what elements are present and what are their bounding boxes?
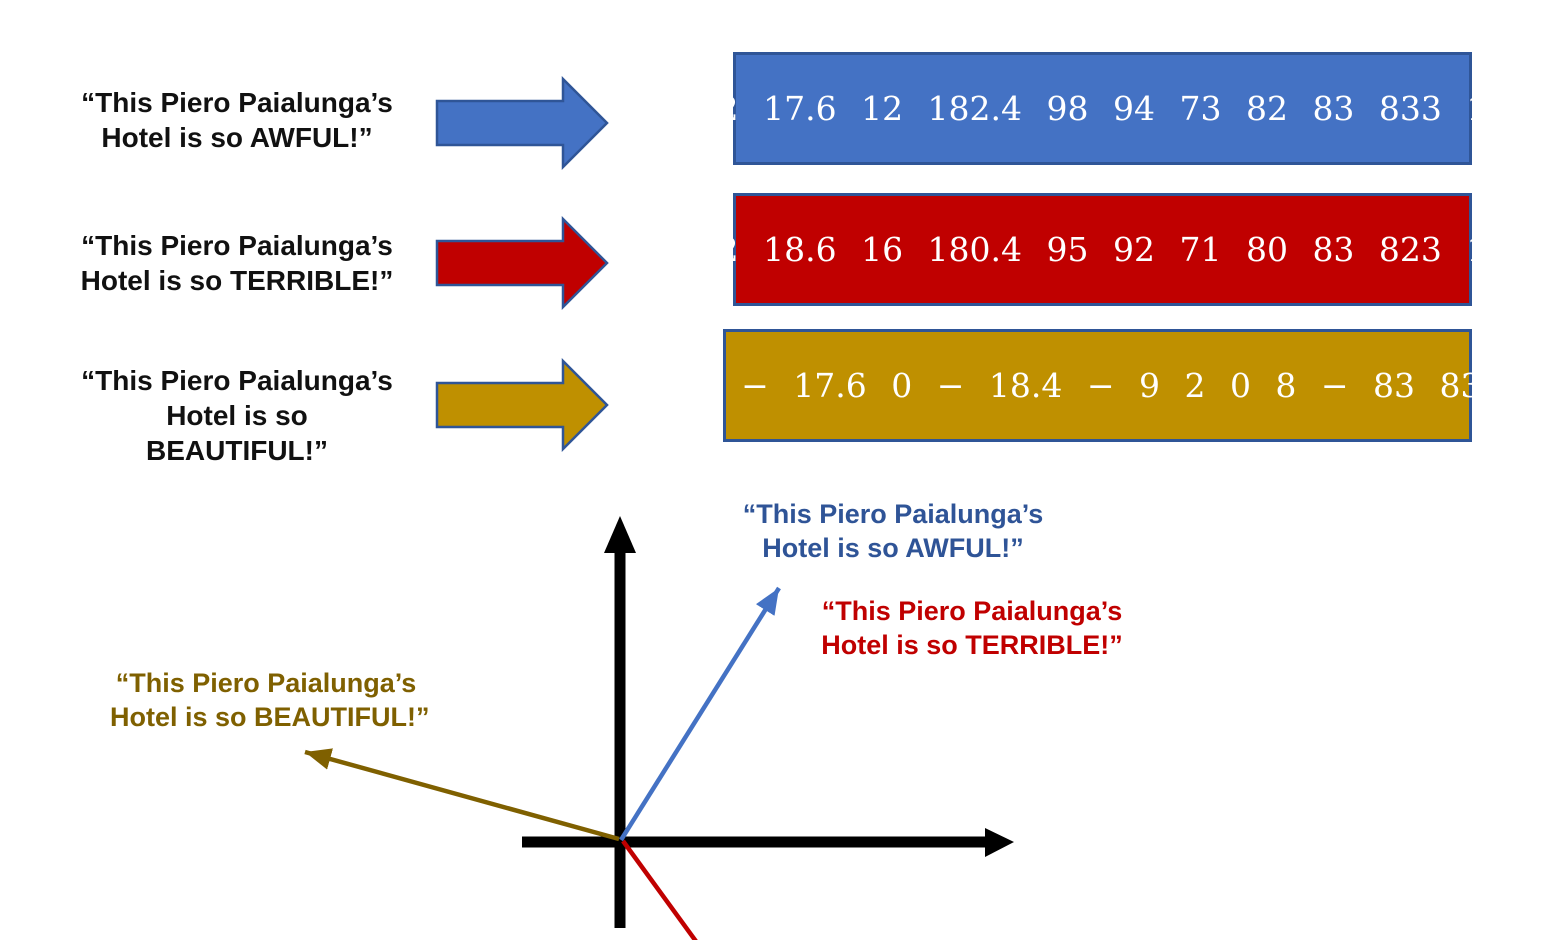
vector-values-terrible: 12 18.6 16 180.4 95 92 71 80 83 823 15 <box>696 230 1509 269</box>
plotted-vector-terrible <box>621 839 698 940</box>
sentence-awful-line1: “This Piero Paialunga’s <box>81 87 393 118</box>
right-arrow-shape <box>435 76 609 170</box>
plot-label-terrible: “This Piero Paialunga’s Hotel is so TERR… <box>816 594 1128 662</box>
plot-label-terrible-line1: “This Piero Paialunga’s <box>821 596 1123 626</box>
vector-row-awful: 12 17.6 12 182.4 98 94 73 82 83 833 13 <box>697 52 1508 165</box>
y-axis-arrowhead-icon <box>604 516 636 553</box>
sentence-beautiful-line3: BEAUTIFUL!” <box>146 435 328 466</box>
sentence-beautiful-line2: Hotel is so <box>166 400 308 431</box>
vector-values-beautiful: −12 − 17.6 0 − 18.4 − 9 2 0 8 − 83 83 13 <box>647 366 1549 405</box>
plot-label-beautiful: “This Piero Paialunga’s Hotel is so BEAU… <box>110 666 430 734</box>
vector-values-awful: 12 17.6 12 182.4 98 94 73 82 83 833 13 <box>696 89 1509 128</box>
right-arrow-shape <box>435 358 609 452</box>
sentence-terrible-line1: “This Piero Paialunga’s <box>81 230 393 261</box>
plotted-vector-beautiful <box>304 748 620 842</box>
plot-label-awful: “This Piero Paialunga’s Hotel is so AWFU… <box>738 497 1048 565</box>
sentence-terrible-line2: Hotel is so TERRIBLE!” <box>80 265 394 296</box>
right-arrow-shape <box>435 216 609 310</box>
sentence-terrible: “This Piero Paialunga’s Hotel is so TERR… <box>57 228 417 298</box>
block-arrow-terrible-icon <box>435 216 609 310</box>
block-arrow-awful-icon <box>435 76 609 170</box>
vector-row-beautiful: −12 − 17.6 0 − 18.4 − 9 2 0 8 − 83 83 13 <box>647 329 1548 442</box>
x-axis-arrowhead-icon <box>985 828 1014 857</box>
sentence-beautiful: “This Piero Paialunga’s Hotel is so BEAU… <box>57 363 417 468</box>
plot-label-terrible-line2: Hotel is so TERRIBLE!” <box>821 630 1123 660</box>
plot-label-beautiful-line2: Hotel is so BEAUTIFUL!” <box>110 702 430 732</box>
sentence-awful-line2: Hotel is so AWFUL!” <box>101 122 373 153</box>
vector-row-terrible: 12 18.6 16 180.4 95 92 71 80 83 823 15 <box>697 193 1508 306</box>
axes-plot <box>304 516 1014 940</box>
plot-label-awful-line1: “This Piero Paialunga’s <box>742 499 1044 529</box>
sentence-beautiful-line1: “This Piero Paialunga’s <box>81 365 393 396</box>
plot-label-beautiful-line1: “This Piero Paialunga’s <box>115 668 417 698</box>
sentence-awful: “This Piero Paialunga’s Hotel is so AWFU… <box>57 85 417 155</box>
block-arrow-beautiful-icon <box>435 358 609 452</box>
plotted-vector-awful <box>619 586 781 842</box>
plot-label-awful-line2: Hotel is so AWFUL!” <box>762 533 1024 563</box>
